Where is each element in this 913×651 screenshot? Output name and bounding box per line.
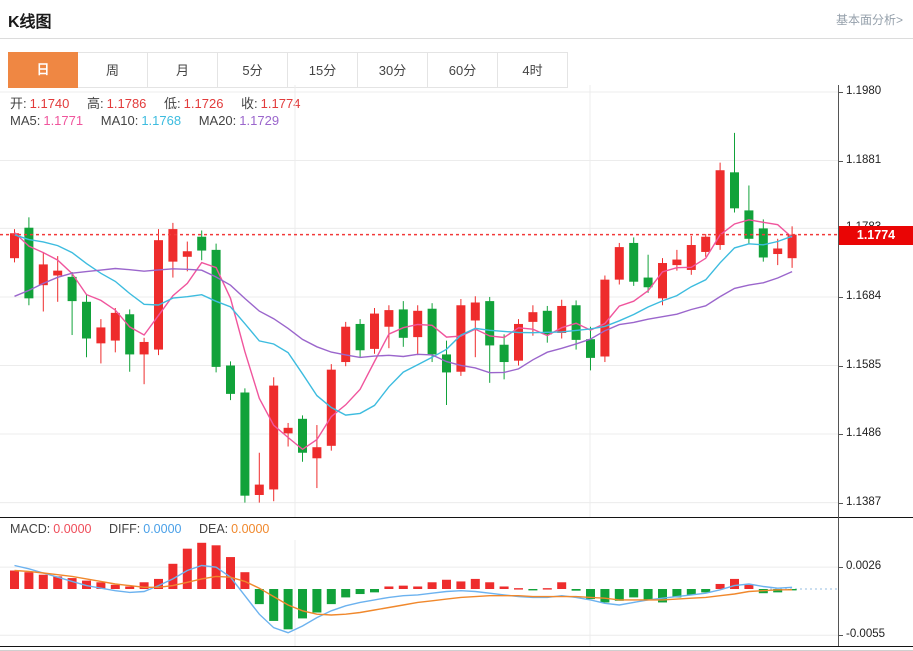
ma10-label: MA10: [100,113,139,128]
tab-day[interactable]: 日 [8,52,78,88]
last-price-badge: 1.1774 [839,226,913,245]
ma10-value: 1.1768 [141,113,182,128]
page-title: K线图 [8,14,52,31]
dea-pair: DEA: 0.0000 [199,522,269,536]
macd-value: 0.0000 [53,522,92,536]
ma5-value: 1.1771 [43,113,84,128]
axis-tick [838,92,843,93]
axis-tick [838,297,843,298]
tab-30min[interactable]: 30分 [358,52,428,88]
diff-label: DIFF: [109,522,141,536]
open-pair: 开: 1.1740 [10,96,69,111]
macd-label: MACD: [10,522,51,536]
axis-tick [838,434,843,435]
open-label: 开: [10,96,27,111]
axis-tick [838,635,843,636]
panel-divider [0,517,913,518]
fundamental-analysis-link[interactable]: 基本面分析> [835,13,903,27]
axis-tick [838,567,843,568]
ma10-pair: MA10: 1.1768 [101,113,181,128]
tab-5min[interactable]: 5分 [218,52,288,88]
candlestick-chart[interactable] [0,85,838,517]
y-axis-label: 1.1684 [846,290,882,302]
y-axis-label: -0.0055 [846,628,886,640]
y-axis-label: 1.1585 [846,359,882,371]
high-pair: 高: 1.1786 [87,96,146,111]
y-axis-label: 1.1486 [846,427,882,439]
tab-week[interactable]: 周 [78,52,148,88]
open-value: 1.1740 [29,96,70,111]
low-pair: 低: 1.1726 [164,96,223,111]
diff-pair: DIFF: 0.0000 [109,522,181,536]
close-pair: 收: 1.1774 [241,96,300,111]
price-axis-line [838,85,839,646]
bottom-border [0,646,913,647]
axis-tick [838,161,843,162]
macd-pair: MACD: 0.0000 [10,522,92,536]
high-value: 1.1786 [106,96,147,111]
macd-legend: MACD: 0.0000 DIFF: 0.0000 DEA: 0.0000 [10,522,283,536]
tab-60min[interactable]: 60分 [428,52,498,88]
dea-value: 0.0000 [231,522,270,536]
tab-month[interactable]: 月 [148,52,218,88]
diff-value: 0.0000 [143,522,182,536]
y-axis-label: 1.1881 [846,154,882,166]
low-label: 低: [164,96,181,111]
ma20-label: MA20: [198,113,237,128]
ma5-label: MA5: [10,113,41,128]
high-label: 高: [87,96,104,111]
axis-tick [838,366,843,367]
ma5-pair: MA5: 1.1771 [10,113,83,128]
axis-tick [838,503,843,504]
close-label: 收: [241,96,258,111]
period-tabs: 日周月 5分 15分 30分 60分 4时 [8,52,568,88]
close-value: 1.1774 [260,96,301,111]
ma-legend: MA5: 1.1771 MA10: 1.1768 MA20: 1.1729 [10,113,293,128]
tab-15min[interactable]: 15分 [288,52,358,88]
ma20-pair: MA20: 1.1729 [199,113,279,128]
ohlc-legend: 开: 1.1740 高: 1.1786 低: 1.1726 收: 1.1774 [10,93,314,112]
header: K线图 基本面分析> [0,0,913,39]
low-value: 1.1726 [183,96,224,111]
y-axis-label: 1.1387 [846,496,882,508]
tab-4hour[interactable]: 4时 [498,52,568,88]
macd-chart[interactable] [0,540,838,646]
y-axis-label: 1.1980 [846,85,882,97]
dea-label: DEA: [198,522,229,536]
y-axis-label: 0.0026 [846,560,882,572]
ma20-value: 1.1729 [239,113,280,128]
